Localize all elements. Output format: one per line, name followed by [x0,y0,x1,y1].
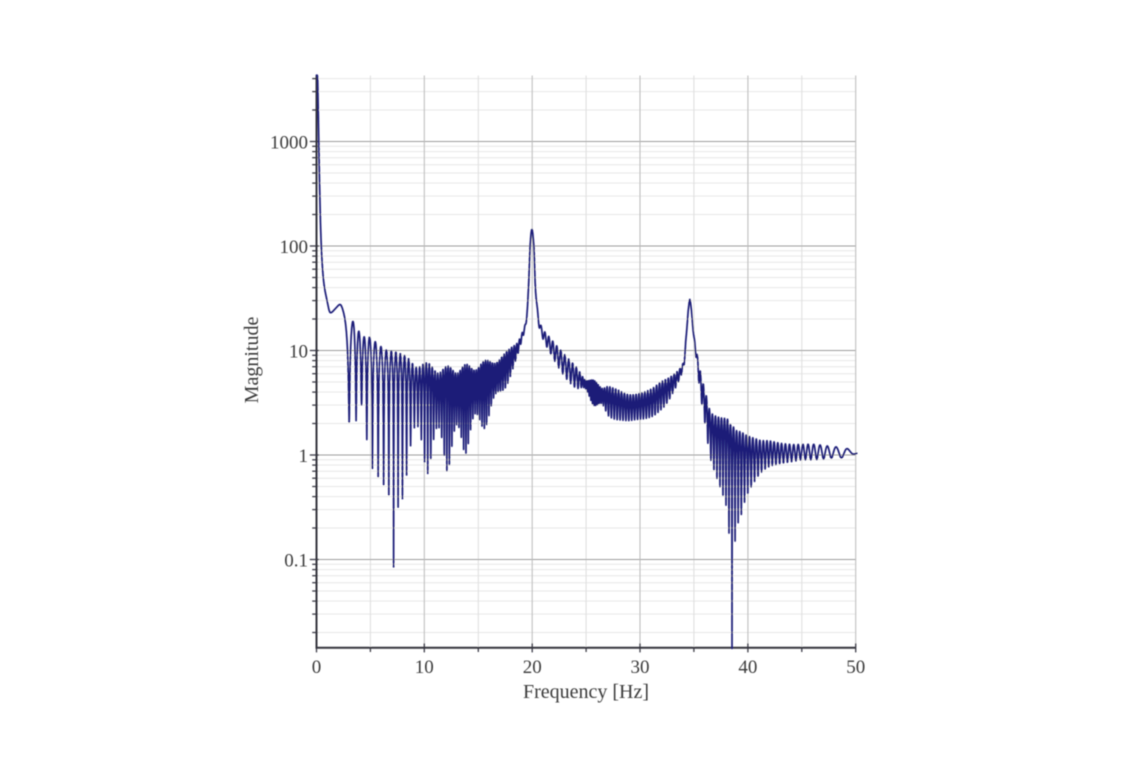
svg-text:0: 0 [312,657,322,678]
svg-text:100: 100 [280,237,309,258]
svg-text:10: 10 [289,342,308,363]
svg-text:40: 40 [738,657,757,678]
svg-text:Magnitude: Magnitude [241,317,263,404]
svg-text:10: 10 [415,657,434,678]
svg-text:Frequency [Hz]: Frequency [Hz] [523,681,649,703]
svg-text:20: 20 [523,657,542,678]
svg-text:50: 50 [846,657,865,678]
svg-text:30: 30 [631,657,650,678]
svg-text:1: 1 [299,446,309,467]
svg-text:1000: 1000 [270,133,308,154]
svg-text:0.1: 0.1 [284,551,308,572]
